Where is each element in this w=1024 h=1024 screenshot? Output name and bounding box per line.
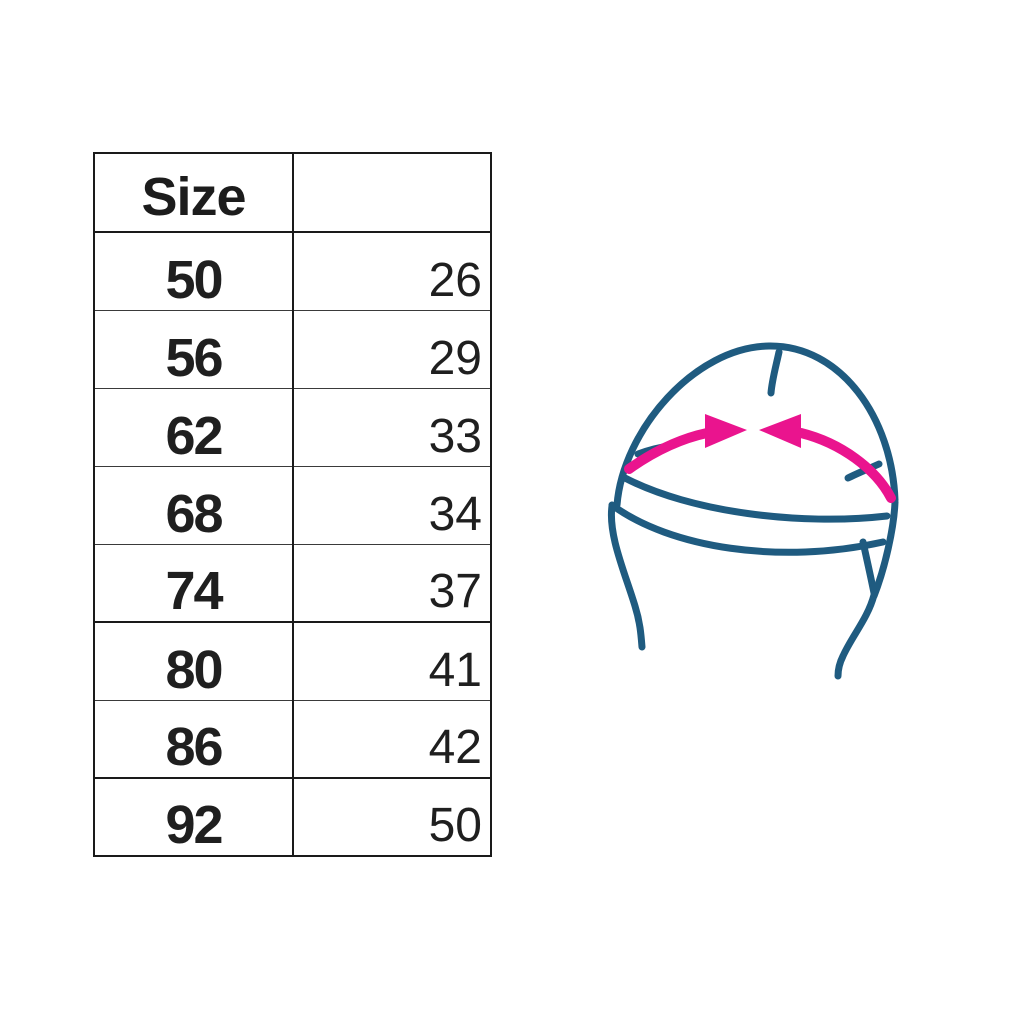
value-cell: 26 <box>293 231 491 310</box>
value-cell: 33 <box>293 387 491 466</box>
hat-right-edge-line <box>870 498 899 600</box>
size-cell: 74 <box>94 543 294 622</box>
hat-outline <box>607 342 899 680</box>
size-cell: 92 <box>94 777 294 856</box>
arrow-right-shaft <box>796 428 896 503</box>
table-row: 80 41 <box>94 621 491 700</box>
table-row: 92 50 <box>94 777 491 856</box>
size-cell: 56 <box>94 309 294 388</box>
table-row: 56 29 <box>94 309 491 388</box>
arrow-left-pointing-head-icon <box>759 414 801 448</box>
value-cell: 34 <box>293 465 491 544</box>
hat-band-lower-line <box>608 501 887 556</box>
hat-right-inner-edge-line <box>859 538 878 597</box>
arrow-right-pointing-head-icon <box>705 414 747 448</box>
size-table: Size 50 26 56 29 62 33 68 34 74 <box>93 152 492 857</box>
value-cell: 41 <box>293 621 491 700</box>
size-cell: 80 <box>94 621 294 700</box>
size-cell: 68 <box>94 465 294 544</box>
value-cell: 29 <box>293 309 491 388</box>
hat-band-upper-line <box>621 474 891 523</box>
value-cell: 42 <box>293 699 491 778</box>
table-row: 62 33 <box>94 387 491 466</box>
hat-right-fold-line <box>844 460 883 482</box>
table-row: 86 42 <box>94 699 491 778</box>
hat-right-string-line <box>834 591 878 680</box>
value-cell: 37 <box>293 543 491 622</box>
size-cell: 86 <box>94 699 294 778</box>
value-cell: 50 <box>293 777 491 856</box>
value-column-header <box>293 153 491 233</box>
hat-left-string-line <box>607 502 646 651</box>
table-row: 68 34 <box>94 465 491 544</box>
arrow-left-shaft <box>624 428 712 474</box>
table-header-row: Size <box>94 153 491 233</box>
measurement-arrows <box>624 428 896 503</box>
size-cell: 50 <box>94 231 294 310</box>
table-row: 74 37 <box>94 543 491 622</box>
size-column-header: Size <box>94 153 294 233</box>
size-cell: 62 <box>94 387 294 466</box>
hat-top-seam-line <box>767 348 783 397</box>
hat-measure-illustration-icon <box>607 342 899 680</box>
hat-crown-line <box>613 342 899 509</box>
table-row: 50 26 <box>94 231 491 310</box>
